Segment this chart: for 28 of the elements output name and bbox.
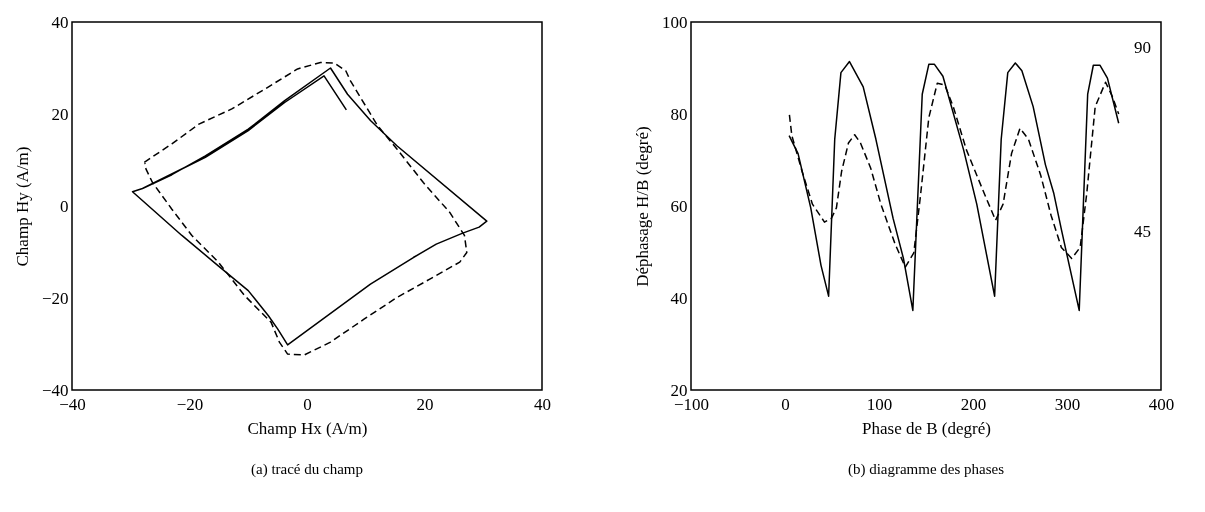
x-tick-label: 20 bbox=[416, 394, 434, 414]
y-tick-label: 60 bbox=[670, 196, 688, 216]
y-tick-label: 80 bbox=[670, 104, 688, 124]
x-tick-label: 0 bbox=[781, 394, 790, 414]
x-tick-label: 200 bbox=[960, 394, 987, 414]
x-axis-title: Champ Hx (A/m) bbox=[247, 418, 368, 438]
y-tick-label: 20 bbox=[670, 380, 688, 400]
y-tick-label: 40 bbox=[51, 12, 69, 32]
x-tick-label: 300 bbox=[1054, 394, 1081, 414]
x-tick-label: −20 bbox=[176, 394, 204, 414]
annotation: 45 bbox=[1134, 221, 1151, 241]
y-tick-label: 20 bbox=[51, 104, 69, 124]
y-tick-label: 0 bbox=[60, 196, 69, 216]
text: (b) diagramme des phases bbox=[847, 461, 1005, 478]
y-axis-title: Champ Hy (A/m) bbox=[12, 146, 32, 267]
x-tick-label: 400 bbox=[1148, 394, 1175, 414]
y-tick-label: −40 bbox=[41, 380, 69, 400]
x-tick-label: 40 bbox=[534, 394, 551, 414]
line-series bbox=[788, 60, 1120, 312]
annotation: 90 bbox=[1134, 37, 1151, 57]
x-axis-title: Phase de B (degré) bbox=[862, 418, 991, 438]
y-axis-title: Déphasage H/B (degré) bbox=[633, 126, 652, 287]
x-tick-label: 0 bbox=[303, 394, 312, 414]
y-tick-label: 100 bbox=[662, 12, 688, 32]
x-tick-label: 100 bbox=[866, 394, 893, 414]
text: (a) tracé du champ bbox=[250, 461, 364, 478]
y-tick-label: −20 bbox=[41, 288, 69, 308]
y-tick-label: 40 bbox=[670, 288, 688, 308]
